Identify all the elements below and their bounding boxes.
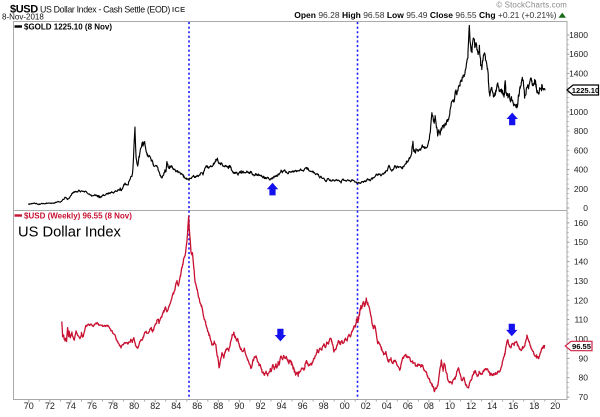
svg-text:80: 80 [129, 401, 139, 411]
svg-text:90: 90 [234, 401, 244, 411]
svg-text:US Dollar Index - Cash Settle: US Dollar Index - Cash Settle (EOD) [40, 5, 170, 15]
svg-text:© StockCharts.com: © StockCharts.com [496, 0, 567, 9]
svg-text:1000: 1000 [569, 107, 588, 117]
svg-text:1600: 1600 [569, 49, 588, 59]
svg-text:$USD (Weekly) 96.55 (8 Nov): $USD (Weekly) 96.55 (8 Nov) [24, 212, 132, 221]
svg-text:1800: 1800 [569, 30, 588, 40]
svg-text:130: 130 [574, 276, 588, 286]
svg-text:Open 96.28 High 96.58 Low 95.4: Open 96.28 High 96.58 Low 95.49 Close 96… [294, 10, 556, 20]
svg-text:94: 94 [276, 401, 286, 411]
svg-text:$GOLD 1225.10 (8 Nov): $GOLD 1225.10 (8 Nov) [24, 23, 112, 32]
svg-text:400: 400 [574, 165, 588, 175]
svg-text:98: 98 [319, 401, 329, 411]
svg-text:ICE: ICE [172, 5, 185, 14]
svg-text:110: 110 [574, 315, 588, 325]
svg-text:06: 06 [403, 401, 413, 411]
svg-text:70: 70 [579, 392, 589, 402]
svg-text:74: 74 [66, 401, 76, 411]
svg-text:800: 800 [574, 126, 588, 136]
svg-text:84: 84 [171, 401, 181, 411]
svg-text:1225.10: 1225.10 [572, 86, 599, 95]
svg-text:200: 200 [574, 184, 588, 194]
svg-text:90: 90 [579, 353, 589, 363]
svg-text:78: 78 [108, 401, 118, 411]
svg-text:18: 18 [529, 401, 539, 411]
svg-text:10: 10 [445, 401, 455, 411]
svg-text:160: 160 [574, 218, 588, 228]
svg-text:150: 150 [574, 237, 588, 247]
svg-text:8-Nov-2018: 8-Nov-2018 [2, 13, 44, 22]
svg-text:12: 12 [466, 401, 476, 411]
svg-text:20: 20 [550, 401, 560, 411]
svg-text:14: 14 [487, 401, 497, 411]
svg-text:96: 96 [298, 401, 308, 411]
svg-text:16: 16 [508, 401, 518, 411]
svg-text:92: 92 [255, 401, 265, 411]
svg-text:00: 00 [340, 401, 350, 411]
svg-text:0: 0 [583, 203, 588, 213]
svg-text:80: 80 [579, 373, 589, 383]
svg-text:72: 72 [45, 401, 55, 411]
svg-text:76: 76 [87, 401, 97, 411]
svg-text:1400: 1400 [569, 68, 588, 78]
svg-text:04: 04 [382, 401, 392, 411]
svg-text:86: 86 [192, 401, 202, 411]
svg-text:600: 600 [574, 145, 588, 155]
svg-text:120: 120 [574, 295, 588, 305]
svg-text:140: 140 [574, 257, 588, 267]
svg-text:88: 88 [213, 401, 223, 411]
svg-text:70: 70 [24, 401, 34, 411]
svg-text:08: 08 [424, 401, 434, 411]
svg-text:US Dollar Index: US Dollar Index [18, 225, 122, 241]
svg-text:$USD: $USD [10, 4, 38, 16]
svg-text:02: 02 [361, 401, 371, 411]
svg-text:82: 82 [150, 401, 160, 411]
svg-text:96.55: 96.55 [572, 342, 592, 351]
svg-text:100: 100 [574, 334, 588, 344]
